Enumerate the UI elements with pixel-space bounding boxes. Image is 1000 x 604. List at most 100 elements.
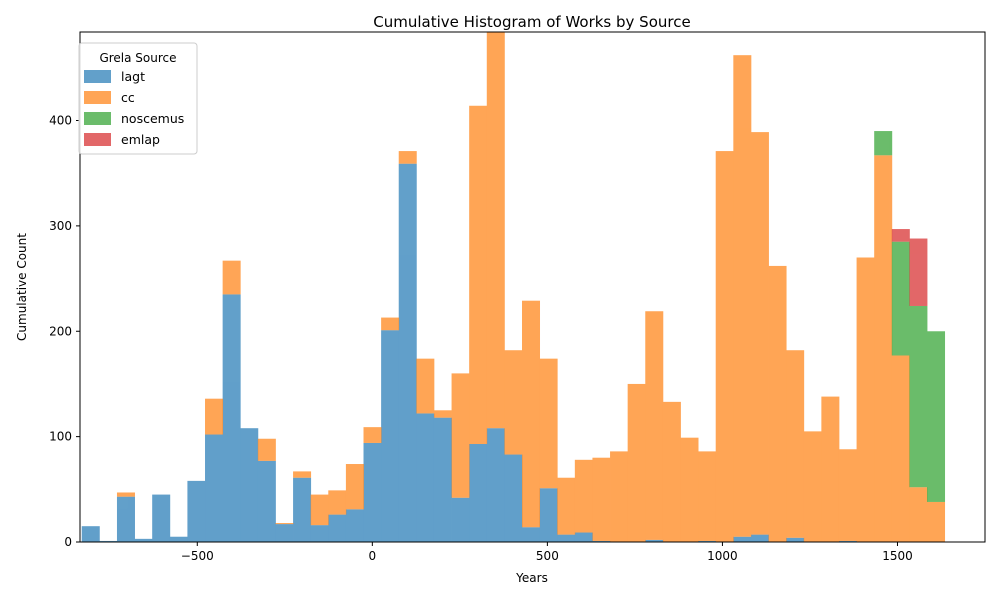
- bar-lagt: [363, 442, 382, 542]
- bar-lagt: [116, 496, 135, 542]
- legend-swatch-emlap: [84, 133, 111, 146]
- bar-noscemus: [909, 305, 928, 488]
- bar-cc: [627, 383, 646, 542]
- bar-cc: [381, 317, 400, 331]
- bar-lagt: [310, 525, 329, 542]
- bar-cc: [257, 438, 276, 461]
- bar-cc: [275, 523, 294, 525]
- bar-cc: [504, 350, 523, 455]
- bar-lagt: [275, 524, 294, 542]
- series-lagt: [81, 163, 857, 542]
- bar-lagt: [293, 477, 312, 542]
- legend-title: Grela Source: [99, 51, 176, 65]
- bar-lagt: [522, 527, 541, 542]
- x-tick-label: 1500: [882, 549, 913, 563]
- bar-cc: [715, 151, 734, 542]
- bar-cc: [574, 459, 593, 533]
- legend-swatch-noscemus: [84, 112, 111, 125]
- y-tick-label: 200: [49, 324, 72, 338]
- bar-cc: [733, 55, 752, 537]
- bar-cc: [205, 398, 224, 435]
- bar-lagt: [134, 538, 153, 542]
- bar-lagt: [838, 540, 857, 542]
- bar-lagt: [433, 417, 452, 542]
- bar-lagt: [733, 536, 752, 542]
- bar-cc: [750, 132, 769, 535]
- bar-noscemus: [874, 131, 893, 156]
- bar-lagt: [786, 537, 805, 542]
- bar-cc: [522, 300, 541, 528]
- bar-lagt: [398, 163, 417, 542]
- bar-cc: [451, 373, 470, 498]
- y-tick-label: 300: [49, 219, 72, 233]
- bar-cc: [310, 494, 329, 526]
- legend-label-noscemus: noscemus: [121, 111, 184, 126]
- bar-lagt: [381, 330, 400, 542]
- legend-swatch-lagt: [84, 70, 111, 83]
- bar-cc: [557, 477, 576, 535]
- bars-layer: [81, 32, 946, 542]
- bar-lagt: [187, 480, 206, 542]
- legend: Grela Source lagt cc noscemus emlap: [78, 42, 198, 155]
- bar-cc: [539, 358, 558, 489]
- bar-emlap: [909, 238, 928, 306]
- bar-lagt: [205, 434, 224, 542]
- bar-lagt: [750, 534, 769, 542]
- bar-cc: [698, 451, 717, 541]
- bar-cc: [821, 396, 840, 542]
- series-cc: [116, 32, 946, 542]
- y-tick-label: 400: [49, 114, 72, 128]
- bar-lagt: [539, 488, 558, 542]
- x-tick-label: −500: [181, 549, 214, 563]
- bar-lagt: [416, 413, 435, 542]
- bar-lagt: [257, 460, 276, 542]
- bar-cc: [328, 490, 347, 515]
- x-tick-label: 1000: [707, 549, 738, 563]
- bar-cc: [486, 32, 505, 429]
- bar-cc: [433, 410, 452, 418]
- legend-label-emlap: emlap: [121, 132, 160, 147]
- bar-lagt: [451, 497, 470, 542]
- bar-lagt: [698, 540, 717, 542]
- bar-cc: [838, 449, 857, 541]
- bar-lagt: [557, 534, 576, 542]
- bar-cc: [469, 105, 488, 444]
- bar-cc: [874, 155, 893, 542]
- bar-cc: [363, 427, 382, 443]
- bar-cc: [116, 492, 135, 497]
- bar-cc: [645, 311, 664, 540]
- legend-label-lagt: lagt: [121, 69, 145, 84]
- bar-lagt: [152, 494, 171, 542]
- y-tick-label: 100: [49, 430, 72, 444]
- series-noscemus: [874, 131, 946, 502]
- bar-lagt: [486, 428, 505, 542]
- bar-noscemus: [891, 241, 910, 356]
- x-axis-label: Years: [515, 571, 548, 585]
- bar-cc: [891, 355, 910, 542]
- bar-lagt: [504, 454, 523, 542]
- bar-cc: [662, 401, 681, 542]
- bar-cc: [610, 451, 629, 542]
- bar-cc: [680, 437, 699, 542]
- bar-cc: [768, 265, 787, 542]
- bar-lagt: [99, 540, 118, 542]
- bar-cc: [592, 457, 611, 541]
- chart-title: Cumulative Histogram of Works by Source: [373, 13, 690, 31]
- bar-cc: [909, 487, 928, 542]
- bar-lagt: [345, 509, 364, 542]
- bar-lagt: [222, 294, 241, 542]
- legend-label-cc: cc: [121, 90, 135, 105]
- plot-frame: [79, 31, 986, 543]
- bar-cc: [345, 464, 364, 510]
- bar-cc: [222, 260, 241, 295]
- x-tick-label: 500: [536, 549, 559, 563]
- series-emlap: [891, 229, 928, 306]
- bar-cc: [398, 151, 417, 164]
- x-tick-label: 0: [369, 549, 377, 563]
- bar-cc: [856, 257, 875, 542]
- bar-cc: [293, 471, 312, 478]
- axes-layer: −500 0 500 1000 1500 0 100 200 300 400: [49, 114, 913, 563]
- y-tick-label: 0: [64, 535, 72, 549]
